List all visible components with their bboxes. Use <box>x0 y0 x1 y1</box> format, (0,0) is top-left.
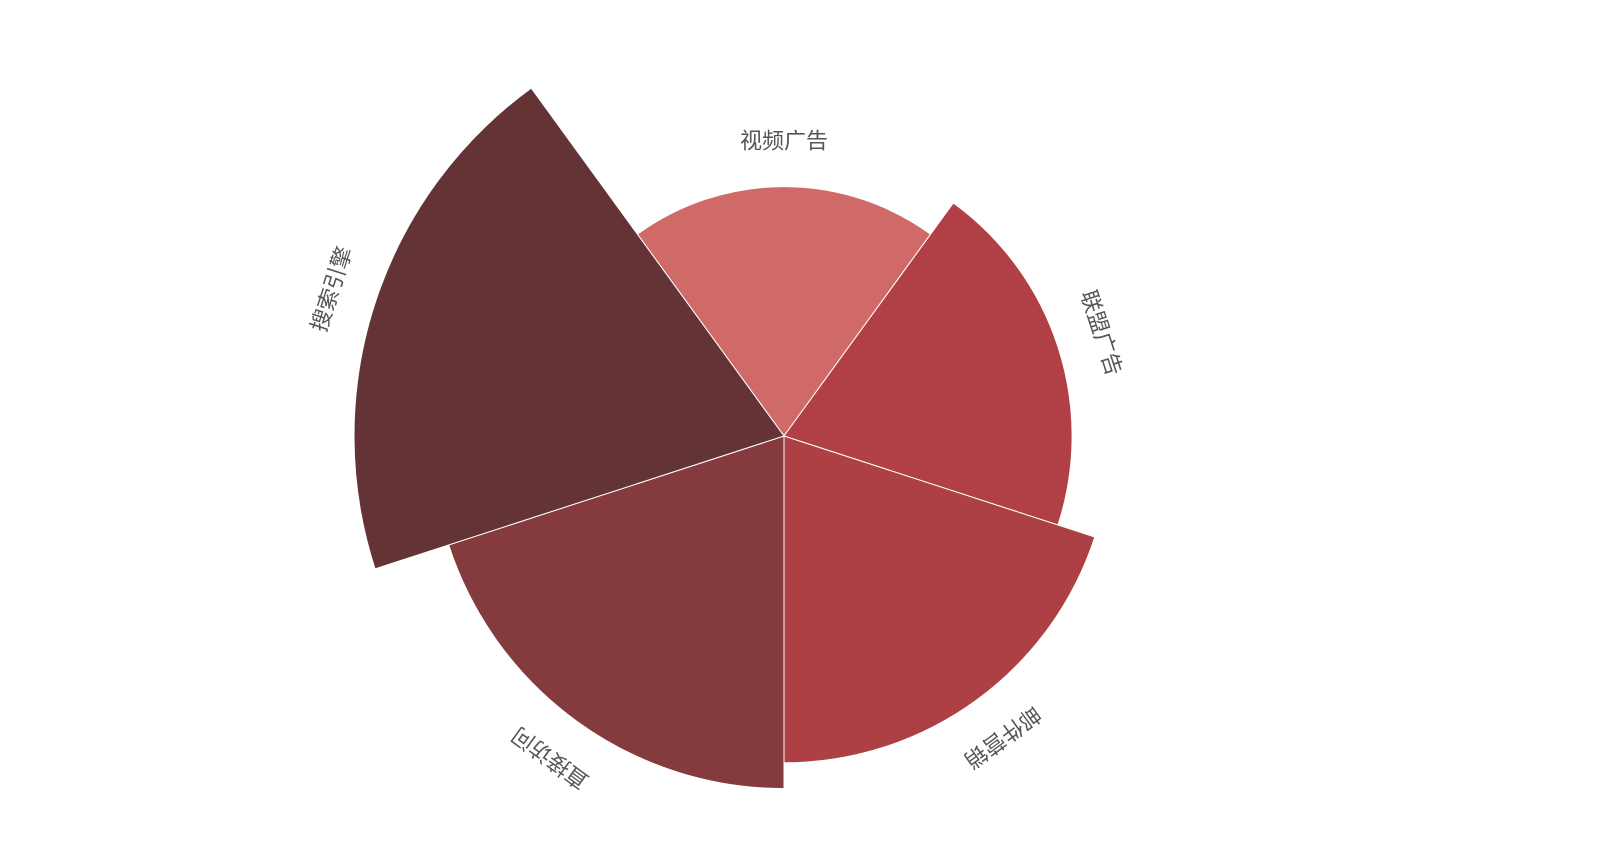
slice-2[interactable] <box>783 435 1096 764</box>
slice-1[interactable] <box>783 202 1073 526</box>
slice-3[interactable] <box>448 435 785 790</box>
slice-4[interactable] <box>353 87 785 570</box>
slices-layer <box>353 87 1096 790</box>
slice-label-1: 联盟广告 <box>1075 288 1126 379</box>
slice-label-0: 视频广告 <box>740 130 828 155</box>
slice-label-2: 邮件营销 <box>959 700 1045 772</box>
slice-label-3: 直接访问 <box>508 721 594 793</box>
slice-0[interactable] <box>636 186 932 437</box>
slice-label-4: 搜索引擎 <box>307 244 358 335</box>
